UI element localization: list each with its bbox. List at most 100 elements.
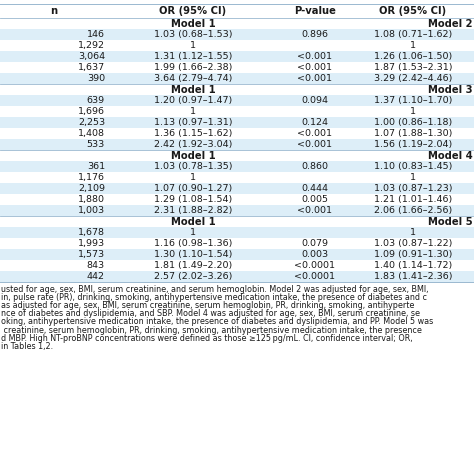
- Text: <0.0001: <0.0001: [294, 261, 336, 270]
- Bar: [0, 139, 474, 150]
- Text: n: n: [50, 6, 57, 16]
- Text: 1.40 (1.14–1.72): 1.40 (1.14–1.72): [374, 261, 452, 270]
- Text: 1.36 (1.15–1.62): 1.36 (1.15–1.62): [154, 129, 232, 138]
- Bar: [0, 161, 474, 172]
- Text: oking, antihypertensive medication intake, the presence of diabetes and dyslipid: oking, antihypertensive medication intak…: [1, 318, 433, 327]
- Bar: [0, 62, 474, 73]
- Text: 1,573: 1,573: [78, 250, 105, 259]
- Text: 0.896: 0.896: [301, 30, 328, 39]
- Text: 3.64 (2.79–4.74): 3.64 (2.79–4.74): [154, 74, 232, 83]
- Text: 390: 390: [87, 74, 105, 83]
- Bar: [0, 4, 474, 18]
- Bar: [0, 106, 474, 117]
- Text: Model 3: Model 3: [428, 84, 473, 94]
- Text: d MBP. High NT-proBNP concentrations were defined as those ≥125 pg/mL. CI, confi: d MBP. High NT-proBNP concentrations wer…: [1, 334, 413, 343]
- Text: 1: 1: [190, 228, 196, 237]
- Text: 1.03 (0.87–1.22): 1.03 (0.87–1.22): [374, 239, 452, 248]
- Text: 1.00 (0.86–1.18): 1.00 (0.86–1.18): [374, 118, 452, 127]
- Text: 2,109: 2,109: [78, 184, 105, 193]
- Text: 1.03 (0.68–1.53): 1.03 (0.68–1.53): [154, 30, 232, 39]
- Text: 2.42 (1.92–3.04): 2.42 (1.92–3.04): [154, 140, 232, 149]
- Text: 1.10 (0.83–1.45): 1.10 (0.83–1.45): [374, 162, 452, 171]
- Bar: [0, 249, 474, 260]
- Text: 1,696: 1,696: [78, 107, 105, 116]
- Text: 1,637: 1,637: [78, 63, 105, 72]
- Text: 2.06 (1.66–2.56): 2.06 (1.66–2.56): [374, 206, 452, 215]
- Text: 2.31 (1.88–2.82): 2.31 (1.88–2.82): [154, 206, 232, 215]
- Text: 0.005: 0.005: [301, 195, 328, 204]
- Text: Model 5: Model 5: [428, 217, 473, 227]
- Text: 1: 1: [410, 173, 416, 182]
- Text: 0.003: 0.003: [301, 250, 328, 259]
- Text: 1.37 (1.10–1.70): 1.37 (1.10–1.70): [374, 96, 452, 105]
- Text: <0.001: <0.001: [298, 52, 332, 61]
- Bar: [0, 73, 474, 84]
- Text: 1.16 (0.98–1.36): 1.16 (0.98–1.36): [154, 239, 232, 248]
- Text: as adjusted for age, sex, BMI, serum creatinine, serum hemoglobin, PR, drinking,: as adjusted for age, sex, BMI, serum cre…: [1, 301, 414, 310]
- Text: 1: 1: [410, 107, 416, 116]
- Text: 1: 1: [190, 107, 196, 116]
- Bar: [0, 260, 474, 271]
- Text: OR (95% CI): OR (95% CI): [380, 6, 447, 16]
- Text: <0.0001: <0.0001: [294, 272, 336, 281]
- Text: 1,408: 1,408: [78, 129, 105, 138]
- Text: 0.094: 0.094: [301, 96, 328, 105]
- Text: 1.09 (0.91–1.30): 1.09 (0.91–1.30): [374, 250, 452, 259]
- Text: 3,064: 3,064: [78, 52, 105, 61]
- Text: 1.13 (0.97–1.31): 1.13 (0.97–1.31): [154, 118, 232, 127]
- Text: 1.99 (1.66–2.38): 1.99 (1.66–2.38): [154, 63, 232, 72]
- Bar: [0, 271, 474, 282]
- Text: 146: 146: [87, 30, 105, 39]
- Text: 1,678: 1,678: [78, 228, 105, 237]
- Bar: [0, 216, 474, 227]
- Text: 1: 1: [410, 41, 416, 50]
- Text: nce of diabetes and dyslipidemia, and SBP. Model 4 was adjusted for age, sex, BM: nce of diabetes and dyslipidemia, and SB…: [1, 309, 420, 318]
- Text: 0.860: 0.860: [301, 162, 328, 171]
- Text: 1.87 (1.53–2.31): 1.87 (1.53–2.31): [374, 63, 452, 72]
- Text: <0.001: <0.001: [298, 63, 332, 72]
- Text: Model 4: Model 4: [428, 151, 473, 161]
- Text: 1: 1: [410, 228, 416, 237]
- Bar: [0, 227, 474, 238]
- Text: 1.81 (1.49–2.20): 1.81 (1.49–2.20): [154, 261, 232, 270]
- Bar: [0, 84, 474, 95]
- Bar: [0, 51, 474, 62]
- Text: 1.26 (1.06–1.50): 1.26 (1.06–1.50): [374, 52, 452, 61]
- Text: Model 1: Model 1: [171, 18, 215, 28]
- Text: 1.56 (1.19–2.04): 1.56 (1.19–2.04): [374, 140, 452, 149]
- Text: 1,003: 1,003: [78, 206, 105, 215]
- Text: 442: 442: [87, 272, 105, 281]
- Text: 0.079: 0.079: [301, 239, 328, 248]
- Text: 1.83 (1.41–2.36): 1.83 (1.41–2.36): [374, 272, 452, 281]
- Text: Model 1: Model 1: [171, 151, 215, 161]
- Text: 1: 1: [190, 173, 196, 182]
- Text: 361: 361: [87, 162, 105, 171]
- Text: 3.29 (2.42–4.46): 3.29 (2.42–4.46): [374, 74, 452, 83]
- Text: creatinine, serum hemoglobin, PR, drinking, smoking, antihypertensive medication: creatinine, serum hemoglobin, PR, drinki…: [1, 326, 422, 335]
- Text: 2.57 (2.02–3.26): 2.57 (2.02–3.26): [154, 272, 232, 281]
- Text: 1: 1: [190, 41, 196, 50]
- Bar: [0, 40, 474, 51]
- Text: 0.124: 0.124: [301, 118, 328, 127]
- Text: 843: 843: [87, 261, 105, 270]
- Text: 1,176: 1,176: [78, 173, 105, 182]
- Text: 1.20 (0.97–1.47): 1.20 (0.97–1.47): [154, 96, 232, 105]
- Text: <0.001: <0.001: [298, 206, 332, 215]
- Text: P-value: P-value: [294, 6, 336, 16]
- Text: 1,292: 1,292: [78, 41, 105, 50]
- Text: 1.21 (1.01–1.46): 1.21 (1.01–1.46): [374, 195, 452, 204]
- Text: 1.03 (0.87–1.23): 1.03 (0.87–1.23): [374, 184, 452, 193]
- Bar: [0, 128, 474, 139]
- Bar: [0, 117, 474, 128]
- Text: 0.444: 0.444: [301, 184, 328, 193]
- Text: 1.31 (1.12–1.55): 1.31 (1.12–1.55): [154, 52, 232, 61]
- Bar: [0, 205, 474, 216]
- Text: Model 1: Model 1: [171, 217, 215, 227]
- Text: in Tables 1,2.: in Tables 1,2.: [1, 342, 53, 351]
- Bar: [0, 29, 474, 40]
- Bar: [0, 18, 474, 29]
- Text: usted for age, sex, BMI, serum creatinine, and serum hemoglobin. Model 2 was adj: usted for age, sex, BMI, serum creatinin…: [1, 284, 428, 293]
- Bar: [0, 194, 474, 205]
- Text: Model 2: Model 2: [428, 18, 473, 28]
- Text: 1.07 (0.90–1.27): 1.07 (0.90–1.27): [154, 184, 232, 193]
